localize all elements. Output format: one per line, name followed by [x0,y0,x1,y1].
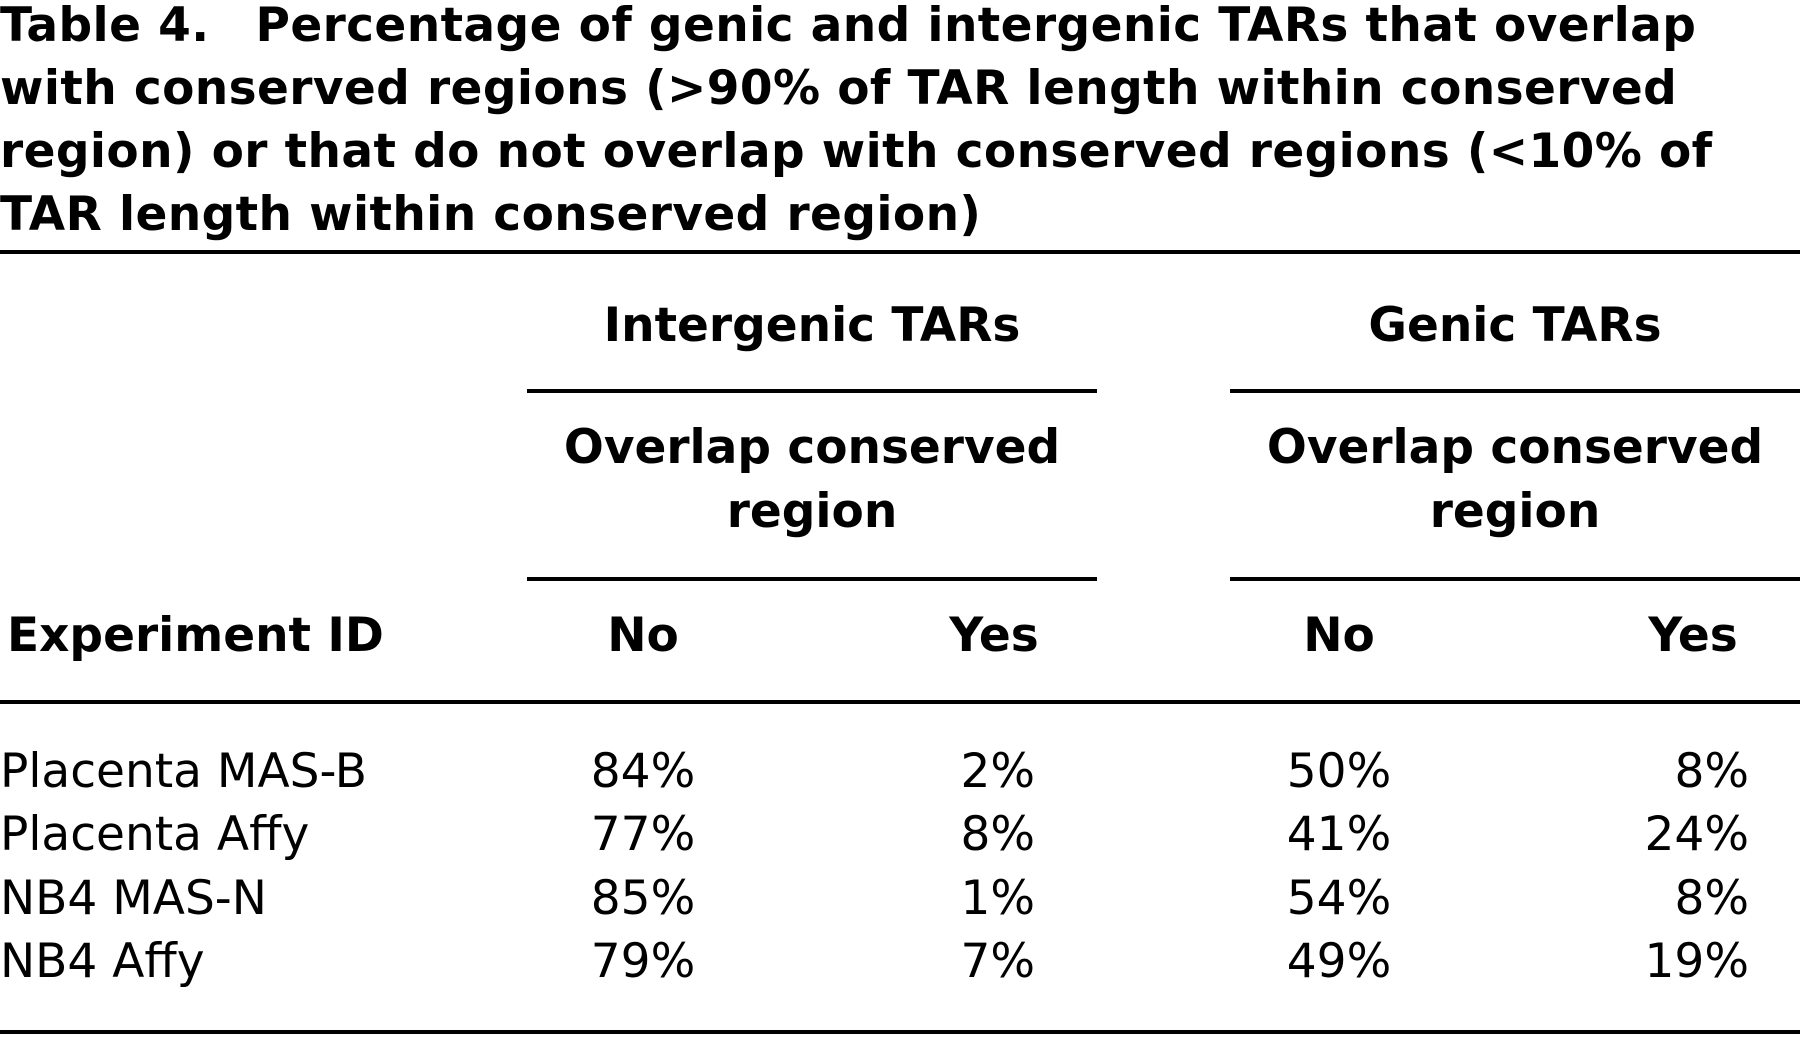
table-label: Table 4. [0,0,210,53]
table-cell: 49% [1286,934,1392,989]
table-cell: 54% [1286,871,1392,926]
subheader-genic-line2: region [1429,484,1601,539]
table-cell: 1% [960,871,1035,926]
bottom-rule [0,1030,1800,1034]
table-row-label: NB4 MAS-N [0,871,267,926]
intergenic-group-rule [527,389,1097,393]
column-header-genic-no: No [1303,608,1375,663]
column-header-genic-yes: Yes [1648,608,1738,663]
table-cell: 79% [590,934,696,989]
table-row-label: Placenta Affy [0,807,310,862]
table-cell: 8% [1674,871,1749,926]
table-cell: 7% [960,934,1035,989]
table-cell: 2% [960,744,1035,799]
subheader-intergenic-line2: region [726,484,898,539]
table-cell: 24% [1644,807,1749,862]
subheader-genic-line1: Overlap conserved [1266,420,1764,475]
table-cell: 77% [590,807,696,862]
subheader-intergenic-line1: Overlap conserved [563,420,1061,475]
table-caption-text: Percentage of genic and intergenic TARs … [0,0,1713,242]
table-caption: Table 4. Percentage of genic and intergen… [0,0,1760,246]
intergenic-subheader-rule [527,577,1097,581]
table-cell: 8% [1674,744,1749,799]
header-genic-tars: Genic TARs [1368,298,1662,353]
table-cell: 50% [1286,744,1392,799]
column-header-experiment-id: Experiment ID [7,608,384,663]
table-cell: 84% [590,744,696,799]
table-cell: 8% [960,807,1035,862]
table-cell: 85% [590,871,696,926]
genic-subheader-rule [1230,577,1800,581]
table-row-label: Placenta MAS-B [0,744,367,799]
top-rule [0,250,1800,254]
table-cell: 19% [1644,934,1749,989]
genic-group-rule [1230,389,1800,393]
table-cell: 41% [1286,807,1392,862]
table-row-label: NB4 Affy [0,934,205,989]
column-header-intergenic-yes: Yes [949,608,1039,663]
header-bottom-rule [0,700,1800,704]
header-intergenic-tars: Intergenic TARs [603,298,1021,353]
column-header-intergenic-no: No [607,608,679,663]
